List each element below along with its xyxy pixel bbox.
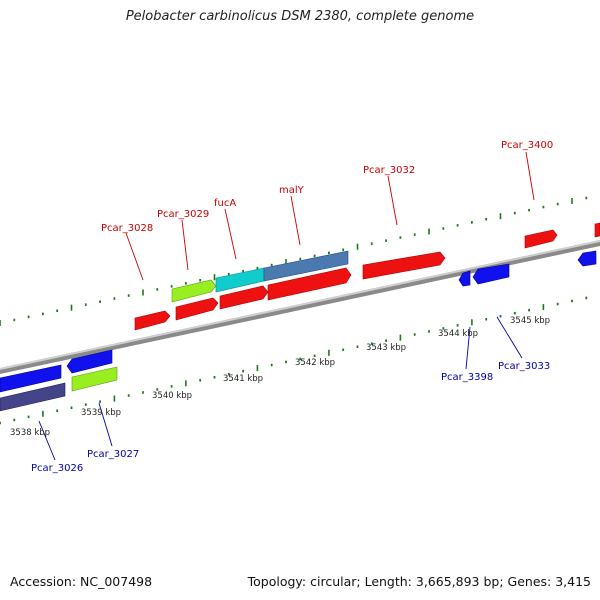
kbp-label: 3542 kbp — [295, 358, 335, 368]
kbp-label: 3541 kbp — [223, 374, 263, 384]
forward-strand-genes — [134, 222, 600, 331]
gene-arrow[interactable] — [171, 279, 217, 303]
gene-arrow[interactable] — [219, 285, 269, 310]
gene-label-bottom[interactable]: Pcar_3398 — [441, 372, 493, 383]
topology-text: Topology: circular; Length: 3,665,893 bp… — [247, 574, 591, 589]
gene-label-top[interactable]: Pcar_3029 — [157, 209, 209, 220]
kbp-label: 3540 kbp — [152, 391, 192, 401]
gene-arrow[interactable] — [458, 270, 471, 287]
gene-arrow[interactable] — [66, 349, 113, 374]
kbp-label: 3539 kbp — [81, 408, 121, 418]
kbp-label: 3545 kbp — [510, 316, 550, 326]
gene-arrow[interactable] — [524, 229, 558, 249]
kbp-scale-labels: 3538 kbp 3539 kbp 3540 kbp 3541 kbp 3542… — [10, 316, 550, 438]
genome-backbone — [0, 240, 600, 374]
gene-arrow[interactable] — [267, 267, 352, 301]
gene-labels: Pcar_3028 Pcar_3029 fucA malY Pcar_3032 … — [31, 140, 553, 474]
gene-label-top[interactable]: malY — [279, 185, 305, 196]
gene-arrow[interactable] — [134, 310, 171, 331]
label-leaders — [38, 151, 535, 461]
gene-label-bottom[interactable]: Pcar_3026 — [31, 463, 83, 474]
accession-text: Accession: NC_007498 — [10, 574, 153, 589]
gene-arrow[interactable] — [0, 364, 62, 393]
kbp-label: 3543 kbp — [366, 343, 406, 353]
gene-arrow[interactable] — [472, 263, 510, 285]
gene-arrow[interactable] — [0, 382, 66, 412]
gene-label-bottom[interactable]: Pcar_3027 — [87, 449, 139, 460]
kbp-label: 3544 kbp — [438, 329, 478, 339]
gene-label-top[interactable]: fucA — [214, 198, 236, 209]
gene-arrow[interactable] — [362, 251, 446, 280]
gene-label-top[interactable]: Pcar_3400 — [501, 140, 553, 151]
reverse-strand-genes — [0, 250, 597, 412]
gene-arrow[interactable] — [175, 297, 219, 321]
kbp-label: 3538 kbp — [10, 428, 50, 438]
lower-tick-track — [0, 296, 588, 425]
gene-arrow[interactable] — [71, 366, 118, 392]
gene-arrow[interactable] — [594, 222, 600, 238]
upper-tick-track — [0, 196, 588, 326]
gene-arrow[interactable] — [263, 250, 349, 282]
gene-arrow[interactable] — [577, 250, 597, 267]
gene-label-bottom[interactable]: Pcar_3033 — [498, 361, 550, 372]
gene-label-top[interactable]: Pcar_3032 — [363, 165, 415, 176]
gene-label-top[interactable]: Pcar_3028 — [101, 223, 153, 234]
page-title: Pelobacter carbinolicus DSM 2380, comple… — [125, 9, 475, 24]
